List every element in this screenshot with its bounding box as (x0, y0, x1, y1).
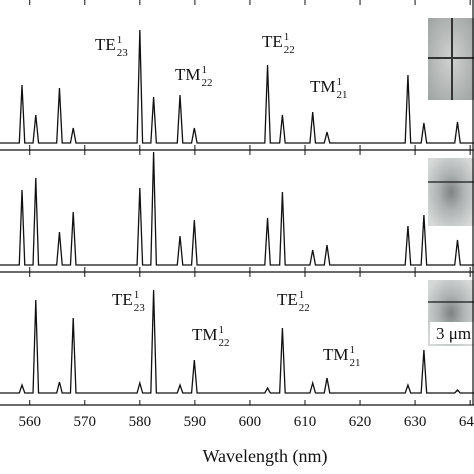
x-tick-label: 610 (294, 414, 317, 430)
annotation-sub: 22 (284, 44, 295, 56)
annotation-sup: 1 (299, 289, 305, 301)
x-tick-label: 560 (18, 414, 41, 430)
annotation: TE (95, 35, 116, 54)
annotation-sup: 1 (134, 289, 140, 301)
annotation-sub: 23 (134, 302, 146, 314)
annotation-sub: 22 (202, 77, 213, 89)
annotation-sup: 1 (219, 324, 225, 336)
annotation: TM (323, 345, 349, 364)
annotation: TE (277, 290, 298, 309)
annotation-sub: 21 (337, 89, 348, 101)
annotation-sup: 1 (284, 31, 290, 43)
x-tick-label: 630 (404, 414, 427, 430)
inset-2 (428, 158, 474, 226)
annotation-sub: 22 (299, 302, 310, 314)
annotation: TE (112, 290, 133, 309)
inset-images (428, 18, 474, 346)
x-tick-label: 590 (184, 414, 207, 430)
x-tick-label: 640 (459, 414, 474, 430)
annotation-sup: 1 (337, 76, 343, 88)
annotation-sup: 1 (202, 64, 208, 76)
x-axis-title: Wavelength (nm) (202, 446, 327, 467)
scale-box (430, 322, 474, 344)
plot: 560570580590600610620630640TE123TM122TE1… (0, 0, 474, 430)
spectrum-line (0, 151, 474, 266)
x-tick-label: 580 (129, 414, 152, 430)
annotation: TM (192, 325, 218, 344)
annotation: TM (175, 65, 201, 84)
annotation-sup: 1 (117, 34, 123, 46)
scale-label: 3 μm (436, 324, 471, 343)
annotation-sup: 1 (350, 344, 356, 356)
spectrum-line (0, 289, 474, 394)
annotation-sub: 21 (350, 357, 361, 369)
annotation-sub: 23 (117, 47, 129, 59)
x-tick-label: 620 (349, 414, 372, 430)
x-tick-label: 600 (239, 414, 262, 430)
annotation: TE (262, 32, 283, 51)
annotation: TM (310, 77, 336, 96)
annotation-sub: 22 (219, 337, 230, 349)
x-tick-label: 570 (74, 414, 97, 430)
spectrum-line (0, 29, 474, 144)
